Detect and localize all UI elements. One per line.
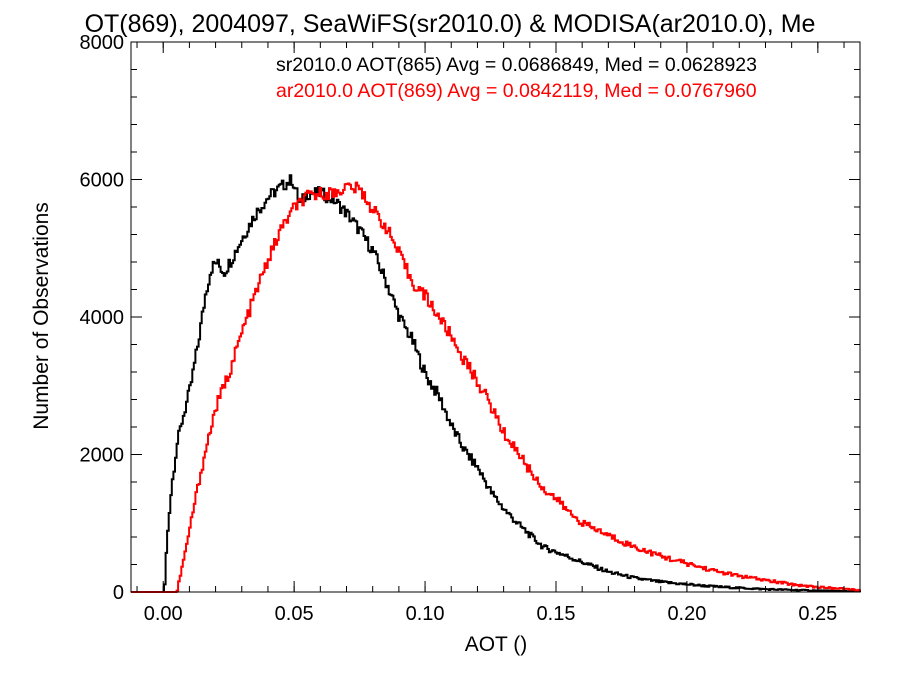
legend-entry-ar2010: ar2010.0 AOT(869) Avg = 0.0842119, Med =… <box>276 80 757 102</box>
tick-marks <box>131 41 860 593</box>
y-tick-label: 2000 <box>80 445 125 467</box>
x-tick-label: 0.15 <box>537 603 576 625</box>
y-axis-label: Number of Observations <box>30 202 53 430</box>
legend: sr2010.0 AOT(865) Avg = 0.0686849, Med =… <box>276 54 757 102</box>
y-tick-label: 0 <box>113 582 124 604</box>
series-ar2010-line <box>131 181 861 593</box>
x-tick-label: 0.20 <box>667 603 706 625</box>
x-tick-label: 0.00 <box>144 603 183 625</box>
x-tick-label: 0.25 <box>798 603 837 625</box>
legend-entry-sr2010: sr2010.0 AOT(865) Avg = 0.0686849, Med =… <box>276 54 757 76</box>
y-tick-label: 8000 <box>80 32 125 54</box>
y-tick-label: 4000 <box>80 307 125 329</box>
y-tick-label: 6000 <box>80 170 125 192</box>
x-tick-label: 0.05 <box>275 603 314 625</box>
plot-frame <box>130 41 861 593</box>
y-tick-labels: 0 2000 4000 6000 8000 <box>80 32 125 604</box>
x-axis-label: AOT () <box>465 633 528 656</box>
x-tick-labels: 0.00 0.05 0.10 0.15 0.20 0.25 <box>144 603 838 625</box>
chart-title: OT(869), 2004097, SeaWiFS(sr2010.0) & MO… <box>85 10 816 38</box>
series-sr2010-line <box>131 174 861 593</box>
plot-series <box>131 174 861 593</box>
x-tick-label: 0.10 <box>406 603 445 625</box>
